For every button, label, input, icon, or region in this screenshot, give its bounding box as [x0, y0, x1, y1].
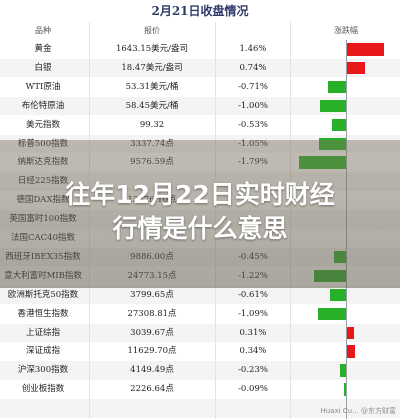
row-name: 沪深300指数 [17, 365, 69, 376]
row-price: 2226.64点 [130, 384, 174, 395]
row-name: 创业板指数 [21, 384, 65, 395]
row-name: 上证综指 [25, 327, 60, 338]
pct-bar [346, 43, 384, 56]
header-pct: 涨跌幅 [334, 26, 358, 35]
row-name: 香港恒生指数 [17, 308, 69, 319]
row-name: 布伦特原油 [21, 100, 65, 111]
row-price: 58.45美元/桶 [125, 100, 179, 111]
row-price: 3039.67点 [130, 327, 174, 338]
table-row: 上证综指 3039.67点 0.31% [0, 323, 400, 343]
table-row: WTI原油 53.31美元/桶 -0.71% [0, 77, 400, 97]
row-pct: -0.61% [238, 289, 268, 300]
pct-bar [327, 80, 346, 94]
pct-bar [332, 118, 346, 132]
pct-bar [320, 99, 346, 113]
row-name: 深证成指 [25, 346, 60, 357]
row-bar-cell [292, 59, 400, 78]
watermark: Huaxi Cu... @东方财富 [320, 407, 396, 415]
table-row: 沪深300指数 4149.49点 -0.23% [0, 361, 400, 380]
table-header: 品种 报价 涨跌幅 [0, 22, 400, 40]
row-name: WTI原油 [25, 81, 61, 92]
pct-bar [340, 364, 346, 377]
row-pct: 1.46% [239, 44, 267, 54]
row-price: 18.47美元/盎司 [121, 62, 183, 73]
row-pct: 0.34% [239, 346, 267, 357]
pct-bar [330, 288, 346, 302]
row-price: 99.32 [139, 119, 165, 130]
row-bar-cell [292, 342, 400, 361]
table-row [0, 399, 400, 418]
headline: 往年12月22日实时财经 行情是什么意思 [0, 178, 400, 246]
row-pct: -0.71% [238, 81, 268, 92]
pct-bar [317, 307, 346, 321]
row-bar-cell [292, 305, 400, 324]
table-row: 深证成指 11629.70点 0.34% [0, 342, 400, 361]
table-row: 创业板指数 2226.64点 -0.09% [0, 380, 400, 399]
row-name: 黄金 [34, 44, 52, 54]
row-name: 白银 [34, 62, 52, 73]
row-bar-cell [292, 361, 400, 380]
row-pct: -1.09% [238, 308, 268, 319]
header-name: 品种 [35, 26, 51, 35]
row-name: 欧洲斯托克50指数 [7, 289, 79, 300]
pct-bar [346, 61, 366, 75]
table-row: 香港恒生指数 27308.81点 -1.09% [0, 304, 400, 324]
pct-bar [346, 326, 355, 340]
row-price: 53.31美元/桶 [125, 81, 179, 92]
row-name: 美元指数 [25, 119, 60, 130]
row-bar-cell [292, 286, 400, 305]
row-price: 27308.81点 [127, 308, 177, 319]
table-row: 白银 18.47美元/盎司 0.74% [0, 58, 400, 78]
headline-line-1: 往年12月22日实时财经 [65, 180, 335, 209]
table-row: 黄金 1643.15美元/盎司 1.46% [0, 40, 400, 59]
row-price: 4149.49点 [130, 365, 174, 376]
row-pct: 0.74% [239, 62, 267, 73]
row-price: 3799.65点 [130, 289, 174, 300]
headline-overlay [0, 140, 400, 288]
row-bar-cell [292, 78, 400, 97]
table-row: 布伦特原油 58.45美元/桶 -1.00% [0, 96, 400, 116]
row-bar-cell [292, 116, 400, 135]
table-row: 美元指数 99.32 -0.53% [0, 115, 400, 135]
row-bar-cell [292, 97, 400, 116]
pct-bar [346, 345, 355, 358]
row-pct: 0.31% [239, 327, 267, 338]
row-pct: -0.23% [238, 365, 268, 376]
row-bar-cell [292, 324, 400, 343]
header-price: 报价 [144, 26, 160, 35]
row-price: 1643.15美元/盎司 [115, 44, 188, 54]
headline-line-2: 行情是什么意思 [112, 214, 288, 243]
row-price: 11629.70点 [127, 346, 177, 357]
row-pct: -0.09% [238, 384, 268, 395]
row-bar-cell [292, 380, 400, 399]
row-bar-cell [292, 40, 400, 59]
row-pct: -1.00% [238, 100, 268, 111]
pct-bar [343, 383, 346, 396]
row-pct: -0.53% [238, 119, 268, 130]
table-row: 欧洲斯托克50指数 3799.65点 -0.61% [0, 285, 400, 305]
chart-title: 2月21日收盘情况 [151, 4, 249, 18]
